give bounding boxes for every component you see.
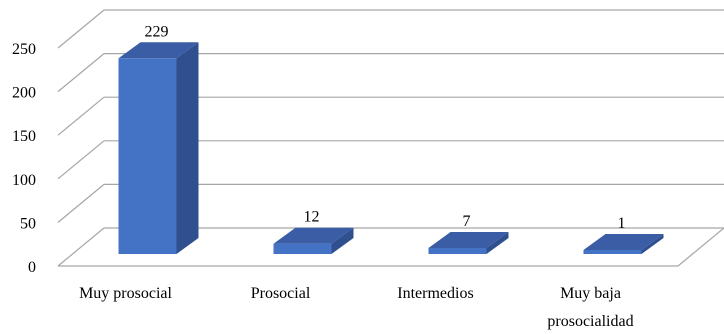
x-tick-label: prosocialidad bbox=[547, 313, 633, 330]
y-tick-label: 100 bbox=[12, 172, 36, 189]
gridline-depth-0 bbox=[57, 227, 105, 267]
y-tick-label: 0 bbox=[28, 259, 36, 276]
bar-top bbox=[583, 234, 664, 250]
bar-side bbox=[331, 227, 354, 254]
x-tick-label: Muy prosocial bbox=[79, 285, 172, 302]
x-tick-label: Muy baja bbox=[560, 285, 621, 302]
bar-front bbox=[583, 250, 642, 254]
data-label: 12 bbox=[304, 209, 320, 226]
y-tick-label: 250 bbox=[12, 41, 36, 58]
bar-side bbox=[486, 232, 509, 254]
data-label: 1 bbox=[618, 215, 626, 232]
floor-right-edge bbox=[677, 227, 724, 267]
bar-front bbox=[118, 58, 177, 255]
bar-front bbox=[273, 243, 332, 254]
x-tick-label: Prosocial bbox=[251, 285, 311, 302]
bar-side bbox=[641, 234, 664, 254]
gridline-depth-250 bbox=[57, 9, 105, 49]
gridline-depth-50 bbox=[57, 183, 105, 223]
gridline-depth-100 bbox=[57, 140, 105, 180]
data-label: 229 bbox=[145, 23, 169, 40]
bar-top bbox=[428, 232, 509, 249]
bar-front bbox=[428, 248, 487, 254]
y-tick-label: 150 bbox=[12, 128, 36, 145]
bar-side bbox=[176, 42, 199, 255]
gridline-depth-150 bbox=[57, 96, 105, 136]
gridline-depth-200 bbox=[57, 53, 105, 93]
x-tick-label: Intermedios bbox=[397, 285, 473, 302]
y-tick-label: 50 bbox=[20, 215, 36, 232]
bar-top bbox=[118, 42, 199, 59]
data-label: 7 bbox=[463, 213, 471, 230]
y-tick-label: 200 bbox=[12, 85, 36, 102]
bar-top bbox=[273, 227, 354, 244]
